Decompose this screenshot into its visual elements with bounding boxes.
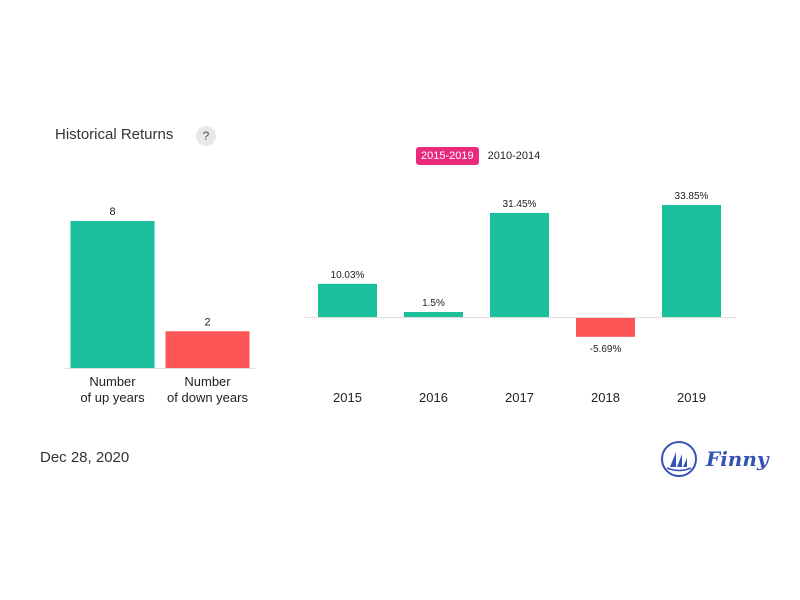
finny-logo: Finny xyxy=(660,440,769,478)
bar-2018 xyxy=(576,318,635,337)
x-tick-label: 2015 xyxy=(333,390,362,405)
bar-up-years xyxy=(70,221,155,368)
logo-text: Finny xyxy=(706,447,769,471)
data-label: 2 xyxy=(204,316,210,328)
x-tick-label: 2017 xyxy=(505,390,534,405)
category-label: Number xyxy=(89,374,136,389)
bar-2016 xyxy=(404,312,463,317)
x-tick-label: 2018 xyxy=(591,390,620,405)
data-label: 31.45% xyxy=(503,199,537,210)
page-title: Historical Returns xyxy=(55,126,174,143)
x-tick-label: 2016 xyxy=(419,390,448,405)
bar-down-years xyxy=(165,331,250,368)
category-label: of up years xyxy=(80,390,145,405)
as-of-date: Dec 28, 2020 xyxy=(40,449,130,466)
bar-2015 xyxy=(318,283,377,317)
sailboat-icon xyxy=(661,441,697,477)
help-icon[interactable]: ? xyxy=(196,126,216,146)
bar-2017 xyxy=(490,212,549,317)
data-label: 1.5% xyxy=(422,298,445,309)
tab-2015-2019[interactable]: 2015-2019 xyxy=(416,147,479,165)
category-label: of down years xyxy=(167,390,248,405)
category-label: Number xyxy=(184,374,231,389)
tab-2010-2014[interactable]: 2010-2014 xyxy=(487,150,541,162)
data-label: 10.03% xyxy=(331,270,365,281)
data-label: -5.69% xyxy=(590,344,622,355)
data-label: 33.85% xyxy=(675,191,709,202)
bar-2019 xyxy=(662,205,721,317)
x-tick-label: 2019 xyxy=(677,390,706,405)
data-label: 8 xyxy=(109,206,115,218)
range-tabs: 2015-2019 2010-2014 xyxy=(416,147,545,165)
